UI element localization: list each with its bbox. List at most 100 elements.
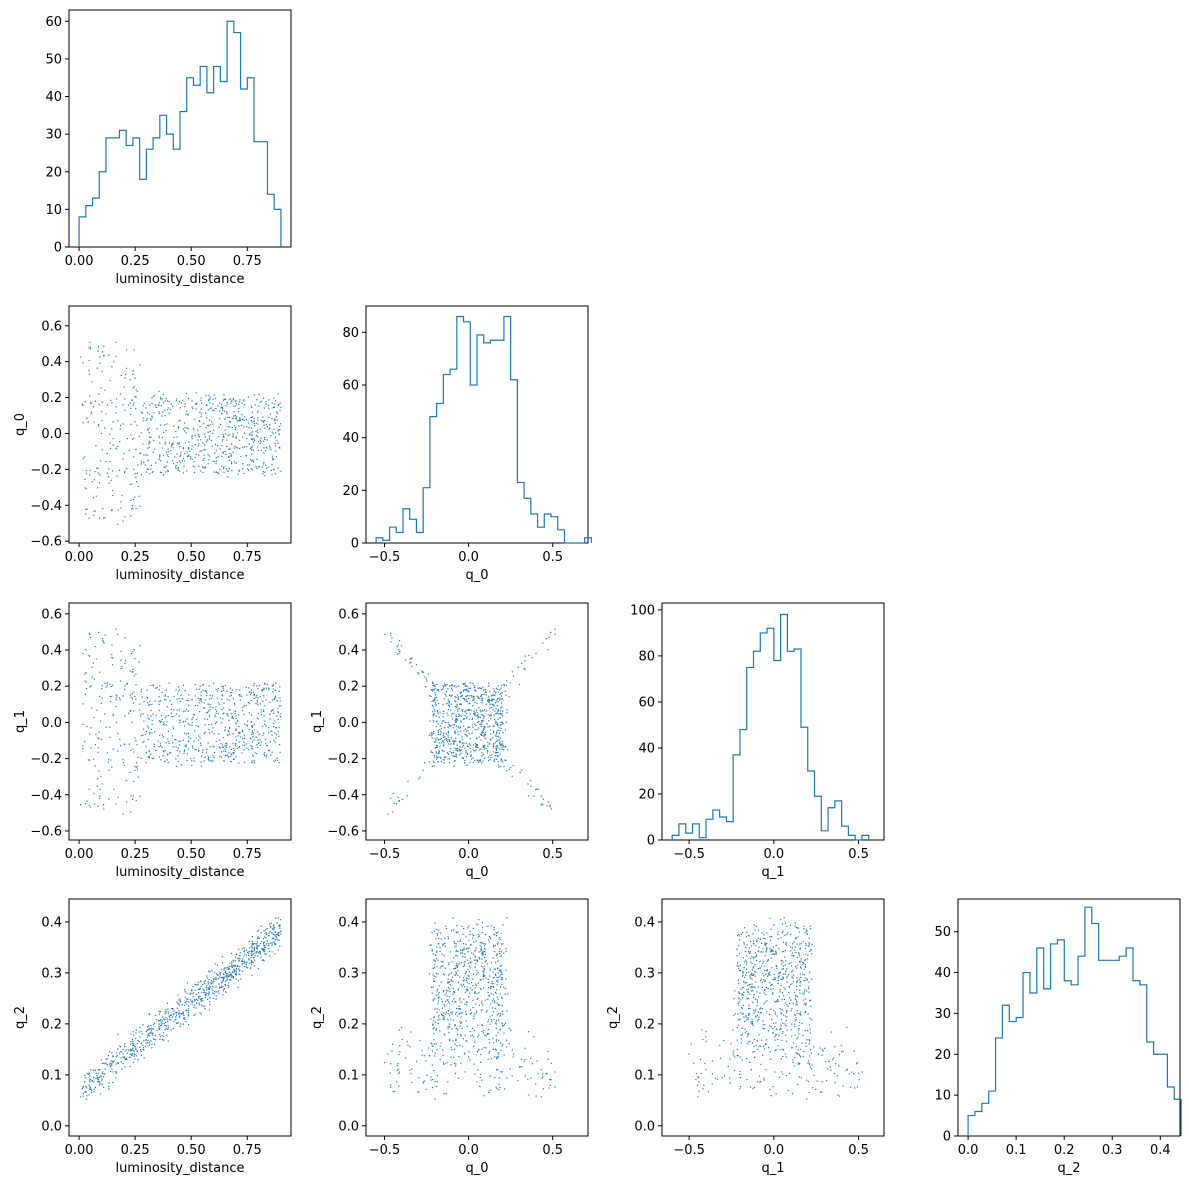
scatter-point (274, 935, 276, 937)
scatter-point (98, 1084, 101, 1086)
scatter-point (122, 1048, 124, 1050)
panel-3-0: 0.00 0.25 0.50 0.750.00.10.20.30.4luminosit… (13, 898, 292, 1176)
scatter-point (246, 445, 248, 448)
scatter-point (777, 931, 779, 933)
scatter-point (186, 992, 188, 994)
scatter-point (85, 472, 88, 474)
scatter-point (398, 640, 401, 642)
scatter-point (111, 644, 113, 646)
scatter-point (436, 752, 438, 755)
scatter-point (165, 465, 167, 467)
scatter-point (468, 975, 470, 977)
scatter-point (473, 684, 475, 686)
scatter-point (455, 721, 457, 723)
scatter-point (143, 461, 145, 464)
scatter-point (234, 744, 236, 746)
scatter-point (129, 771, 131, 774)
scatter-point (175, 758, 177, 760)
scatter-point (477, 1069, 479, 1071)
scatter-point (279, 925, 281, 927)
scatter-point (227, 973, 229, 975)
scatter-point (455, 967, 457, 969)
scatter-point (499, 952, 501, 955)
scatter-point (85, 508, 87, 510)
scatter-point (542, 1076, 544, 1078)
scatter-point (808, 1038, 810, 1041)
scatter-point (455, 945, 457, 947)
scatter-point (473, 1045, 475, 1048)
scatter-point (463, 683, 465, 685)
scatter-point (203, 732, 205, 735)
scatter-point (183, 750, 185, 752)
scatter-point (148, 1045, 150, 1047)
scatter-point (177, 426, 180, 428)
scatter-point (398, 1085, 400, 1087)
scatter-point (445, 1013, 447, 1015)
scatter-point (475, 715, 477, 717)
scatter-point (138, 495, 140, 497)
axes-frame (661, 602, 885, 841)
scatter-point (260, 956, 262, 958)
scatter-point (241, 970, 244, 972)
scatter-point (469, 957, 471, 960)
scatter-point (218, 418, 221, 420)
scatter-point (251, 741, 253, 743)
scatter-point (131, 399, 133, 401)
scatter-point (278, 433, 280, 436)
scatter-point (487, 726, 489, 728)
scatter-point (208, 1001, 211, 1003)
scatter-point (202, 683, 204, 685)
scatter-point (491, 1020, 493, 1023)
scatter-point (213, 429, 215, 431)
scatter-point (493, 968, 495, 970)
scatter-point (499, 1015, 501, 1017)
scatter-point (746, 985, 749, 987)
scatter-point (499, 1086, 501, 1089)
scatter-point (204, 997, 206, 999)
scatter-point (89, 469, 91, 472)
scatter-point (484, 947, 486, 949)
scatter-point (231, 427, 233, 429)
scatter-point (192, 465, 194, 467)
scatter-point (741, 986, 744, 989)
scatter-point (203, 981, 205, 983)
scatter-points (80, 917, 282, 1100)
scatter-point (280, 470, 282, 472)
scatter-point (186, 1000, 188, 1002)
scatter-point (158, 709, 160, 712)
scatter-point (132, 498, 135, 501)
scatter-point (134, 1053, 136, 1056)
scatter-point (214, 452, 216, 454)
scatter-point (84, 478, 86, 481)
scatter-point (263, 944, 265, 947)
x-tick-label: 0.00 (65, 550, 94, 565)
scatter-point (469, 1059, 471, 1061)
scatter-point (463, 948, 465, 951)
scatter-point (443, 736, 445, 739)
scatter-point (467, 729, 469, 732)
scatter-point (490, 700, 492, 702)
scatter-point (212, 695, 214, 697)
scatter-point (396, 1081, 398, 1083)
scatter-point (251, 406, 253, 408)
scatter-point (501, 748, 503, 750)
scatter-point (142, 1024, 144, 1026)
scatter-point (91, 1089, 93, 1092)
scatter-point (147, 447, 149, 449)
scatter-point (479, 759, 482, 761)
scatter-point (773, 978, 775, 980)
scatter-point (237, 720, 239, 722)
scatter-point (132, 748, 134, 750)
scatter-point (500, 744, 502, 746)
scatter-point (179, 1026, 181, 1028)
y-tick-label: 0.6 (41, 607, 62, 622)
x-tick-label: 0.50 (177, 254, 206, 269)
scatter-point (258, 440, 260, 443)
scatter-point (782, 1049, 785, 1051)
scatter-point (220, 756, 223, 758)
scatter-point (242, 436, 244, 438)
scatter-point (501, 997, 503, 1000)
scatter-point (221, 690, 223, 692)
scatter-point (476, 695, 478, 697)
scatter-point (126, 1052, 129, 1054)
